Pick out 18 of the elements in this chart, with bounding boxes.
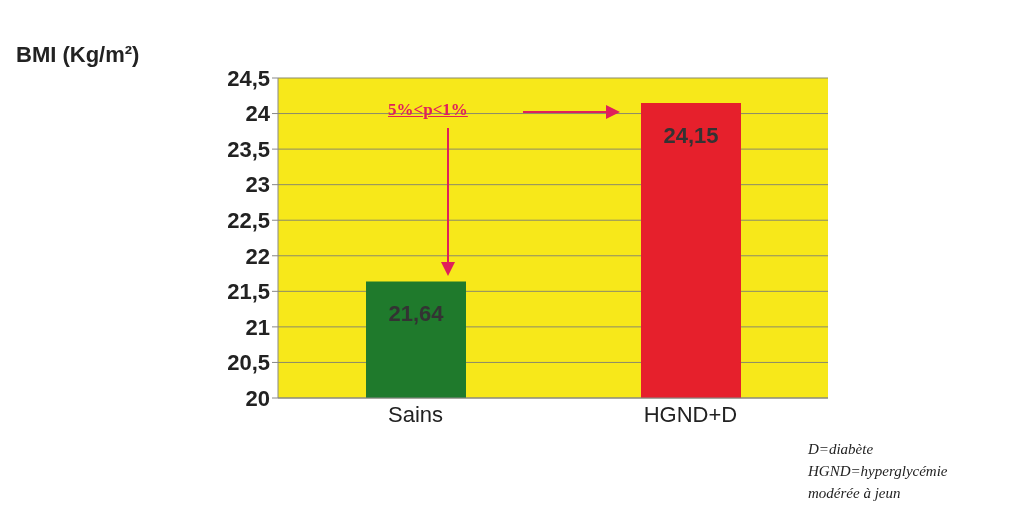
y-tick-label: 24,5 bbox=[227, 65, 270, 91]
x-tick-label: HGND+D bbox=[643, 401, 738, 427]
data-label: 24,15 bbox=[663, 122, 719, 148]
y-tick-label: 23 bbox=[245, 172, 270, 198]
data-label: 21,64 bbox=[388, 301, 445, 327]
x-tick-label: Sains bbox=[387, 401, 444, 427]
y-tick-label: 20,5 bbox=[227, 350, 270, 376]
text: HGND=hyperglycémie modérée à jeun bbox=[808, 462, 949, 503]
y-tick-label: 22 bbox=[245, 243, 270, 269]
y-tick-label: 20 bbox=[245, 385, 270, 411]
y-tick-label: 22,5 bbox=[227, 208, 270, 234]
y-tick-label: 23,5 bbox=[227, 136, 270, 162]
text: D=diabète bbox=[808, 440, 875, 459]
annotation: 5%<p<1% bbox=[388, 100, 468, 120]
y-tick-label: 21,5 bbox=[227, 279, 270, 305]
y-tick-label: 21 bbox=[245, 314, 270, 340]
y-axis-title: BMI (Kg/m²) bbox=[16, 42, 140, 68]
y-tick-label: 24 bbox=[245, 101, 271, 127]
